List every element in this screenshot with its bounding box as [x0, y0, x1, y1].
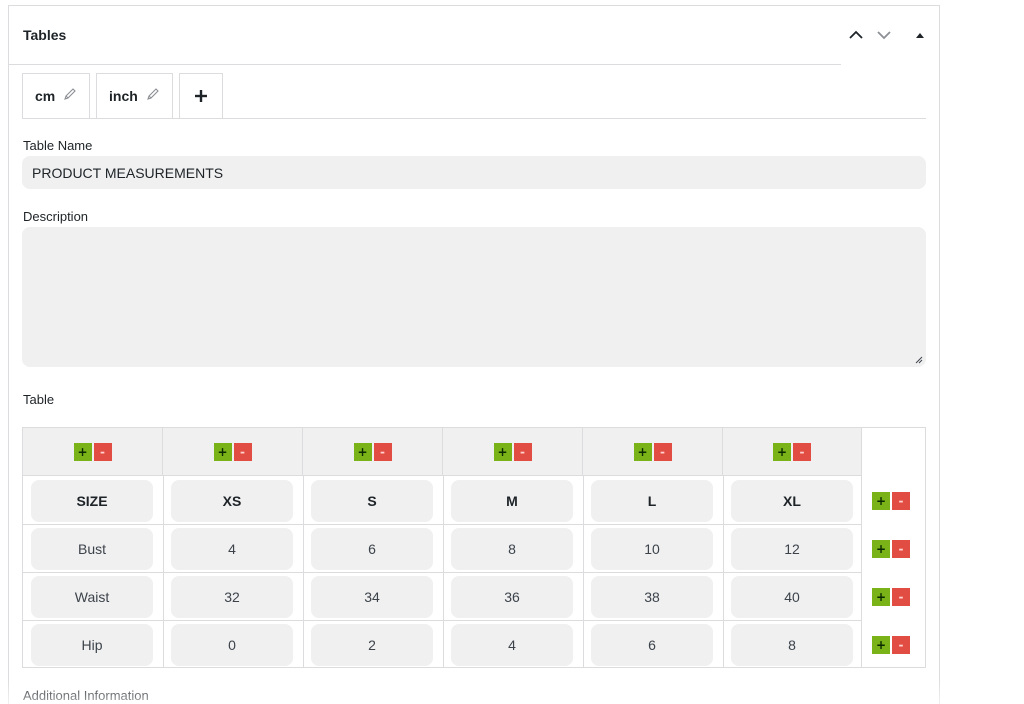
- chevron-up-icon: [849, 30, 863, 39]
- remove-column-button[interactable]: -: [93, 443, 112, 461]
- add-row-button[interactable]: +: [872, 636, 890, 654]
- remove-column-button[interactable]: -: [373, 443, 392, 461]
- table-cell[interactable]: 6: [591, 624, 713, 666]
- table-cell[interactable]: 10: [591, 528, 713, 570]
- add-column-button[interactable]: +: [493, 443, 512, 461]
- plus-icon: [195, 90, 207, 102]
- description-textarea[interactable]: [22, 227, 926, 367]
- remove-row-button[interactable]: -: [892, 492, 910, 510]
- column-controls: + -: [443, 428, 583, 476]
- column-controls: + -: [23, 428, 163, 476]
- tab-cm[interactable]: cm: [22, 73, 90, 118]
- size-header-cell[interactable]: M: [451, 480, 573, 522]
- size-header-cell[interactable]: S: [311, 480, 433, 522]
- panel-title: Tables: [23, 27, 67, 43]
- toggle-panel-button[interactable]: [909, 24, 931, 46]
- tables-panel: Tables cm inch Table Name Desc: [8, 5, 940, 704]
- table-cell[interactable]: 6: [311, 528, 433, 570]
- table-cell[interactable]: Waist: [31, 576, 153, 618]
- remove-column-button[interactable]: -: [793, 443, 811, 461]
- remove-column-button[interactable]: -: [653, 443, 672, 461]
- row-controls: + -: [872, 492, 910, 510]
- column-controls: + -: [163, 428, 303, 476]
- move-down-button[interactable]: [873, 24, 895, 46]
- table-cell[interactable]: Bust: [31, 528, 153, 570]
- pencil-icon[interactable]: [63, 87, 77, 106]
- add-row-button[interactable]: +: [872, 492, 890, 510]
- remove-column-button[interactable]: -: [233, 443, 252, 461]
- tab-cm-label: cm: [35, 88, 56, 104]
- table-cell[interactable]: 36: [451, 576, 573, 618]
- table-name-label: Table Name: [23, 138, 93, 153]
- add-tab-button[interactable]: [179, 73, 223, 118]
- table-cell[interactable]: 38: [591, 576, 713, 618]
- chevron-down-icon: [877, 31, 891, 40]
- remove-row-button[interactable]: -: [892, 588, 910, 606]
- table-cell[interactable]: 12: [731, 528, 853, 570]
- table-cell[interactable]: 40: [731, 576, 853, 618]
- add-row-button[interactable]: +: [872, 540, 890, 558]
- size-table: + - + - + - + - + - + - SIZE: [22, 427, 926, 668]
- add-column-button[interactable]: +: [633, 443, 652, 461]
- column-controls-row: + - + - + - + - + - + -: [23, 428, 861, 476]
- pencil-icon[interactable]: [146, 87, 160, 106]
- description-label: Description: [23, 209, 89, 224]
- row-controls: + -: [872, 588, 910, 606]
- table-cell[interactable]: 34: [311, 576, 433, 618]
- unit-tabs: cm inch: [22, 73, 926, 119]
- triangle-up-icon: [916, 33, 924, 38]
- resize-grip-icon[interactable]: [915, 356, 923, 364]
- table-cell[interactable]: 8: [451, 528, 573, 570]
- move-up-button[interactable]: [845, 24, 867, 46]
- add-column-button[interactable]: +: [353, 443, 372, 461]
- table-label: Table: [23, 392, 55, 407]
- add-column-button[interactable]: +: [213, 443, 232, 461]
- size-header-cell[interactable]: XL: [731, 480, 853, 522]
- remove-row-button[interactable]: -: [892, 540, 910, 558]
- add-row-button[interactable]: +: [872, 588, 890, 606]
- table-cell[interactable]: 4: [451, 624, 573, 666]
- size-header-cell[interactable]: SIZE: [31, 480, 153, 522]
- column-controls: + -: [583, 428, 723, 476]
- table-name-input[interactable]: [22, 156, 926, 189]
- table-cell[interactable]: 2: [311, 624, 433, 666]
- table-cell[interactable]: 8: [731, 624, 853, 666]
- column-controls: + -: [303, 428, 443, 476]
- row-controls: + -: [872, 540, 910, 558]
- add-column-button[interactable]: +: [73, 443, 92, 461]
- panel-header: Tables: [9, 6, 939, 65]
- row-controls: + -: [872, 636, 910, 654]
- additional-information-label: Additional Information: [23, 688, 149, 703]
- table-cell[interactable]: 0: [171, 624, 293, 666]
- size-header-cell[interactable]: L: [591, 480, 713, 522]
- tab-inch[interactable]: inch: [96, 73, 173, 118]
- add-column-button[interactable]: +: [773, 443, 791, 461]
- tab-inch-label: inch: [109, 88, 138, 104]
- size-header-cell[interactable]: XS: [171, 480, 293, 522]
- remove-row-button[interactable]: -: [892, 636, 910, 654]
- column-controls: + -: [723, 428, 861, 476]
- remove-column-button[interactable]: -: [513, 443, 532, 461]
- table-cell[interactable]: 4: [171, 528, 293, 570]
- table-cell[interactable]: 32: [171, 576, 293, 618]
- table-cell[interactable]: Hip: [31, 624, 153, 666]
